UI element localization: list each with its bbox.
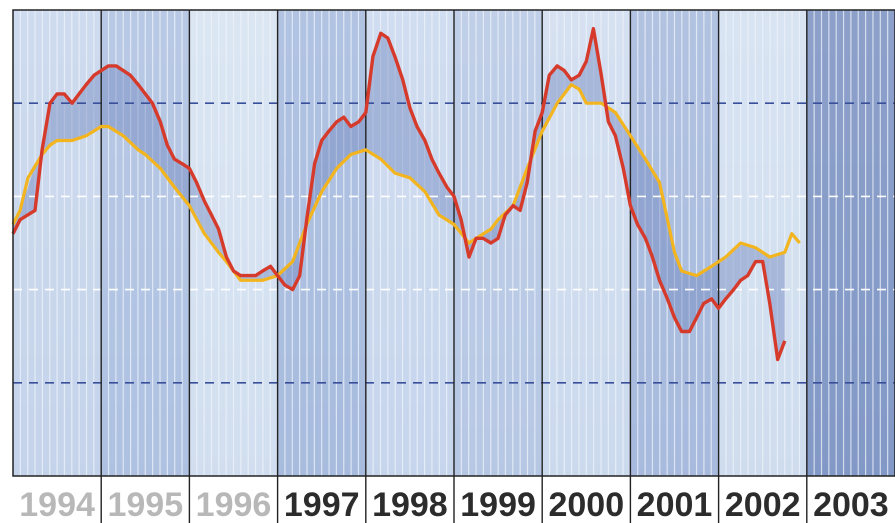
year-tick-label: 2003: [813, 486, 889, 523]
year-tick-label: 2000: [548, 486, 624, 523]
year-tick-label: 1997: [284, 486, 360, 523]
year-tick-label: 2002: [725, 486, 801, 523]
year-tick-label: 1994: [19, 486, 95, 523]
year-tick-label: 1995: [107, 486, 183, 523]
year-tick-label: 1996: [196, 486, 272, 523]
year-tick-label: 2001: [637, 486, 713, 523]
year-tick-label: 1999: [460, 486, 536, 523]
year-tick-label: 1998: [372, 486, 448, 523]
